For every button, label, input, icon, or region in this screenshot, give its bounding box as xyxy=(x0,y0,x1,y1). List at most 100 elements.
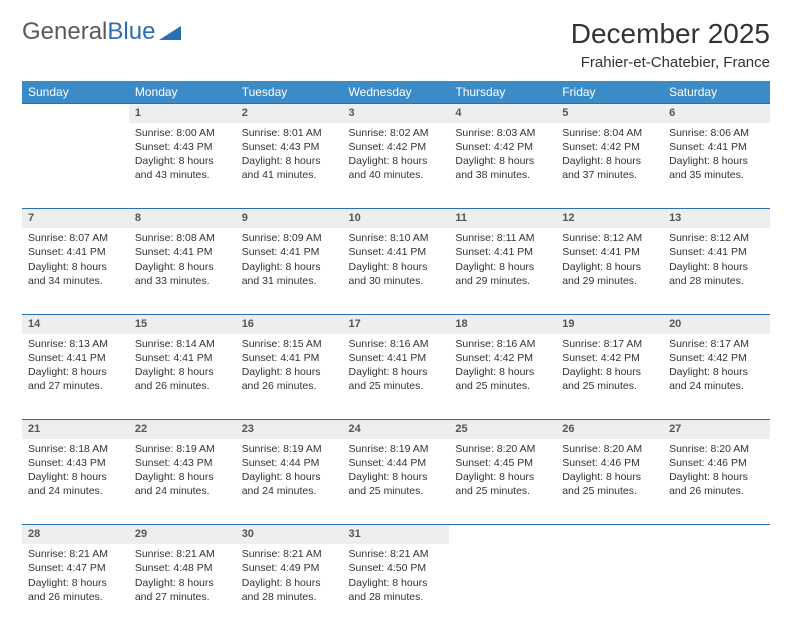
sunrise-line: Sunrise: 8:10 AM xyxy=(349,231,444,245)
day-number-cell: 28 xyxy=(22,525,129,544)
day-number-cell: 3 xyxy=(343,104,450,123)
day-number-cell: 6 xyxy=(663,104,770,123)
day-detail-cell: Sunrise: 8:08 AMSunset: 4:41 PMDaylight:… xyxy=(129,228,236,314)
day-detail-cell: Sunrise: 8:12 AMSunset: 4:41 PMDaylight:… xyxy=(663,228,770,314)
daylight-line: Daylight: 8 hours and 28 minutes. xyxy=(349,576,444,604)
daylight-line: Daylight: 8 hours and 26 minutes. xyxy=(28,576,123,604)
sunrise-line: Sunrise: 8:15 AM xyxy=(242,337,337,351)
sunset-line: Sunset: 4:41 PM xyxy=(28,351,123,365)
sunrise-line: Sunrise: 8:20 AM xyxy=(669,442,764,456)
sunset-line: Sunset: 4:41 PM xyxy=(242,245,337,259)
day-number-cell: 16 xyxy=(236,314,343,333)
day-detail-cell: Sunrise: 8:20 AMSunset: 4:46 PMDaylight:… xyxy=(556,439,663,525)
day-detail-cell: Sunrise: 8:12 AMSunset: 4:41 PMDaylight:… xyxy=(556,228,663,314)
daylight-line: Daylight: 8 hours and 24 minutes. xyxy=(28,470,123,498)
sunrise-line: Sunrise: 8:07 AM xyxy=(28,231,123,245)
day-number-cell: 14 xyxy=(22,314,129,333)
day-detail-cell: Sunrise: 8:13 AMSunset: 4:41 PMDaylight:… xyxy=(22,334,129,420)
day-detail-cell: Sunrise: 8:20 AMSunset: 4:46 PMDaylight:… xyxy=(663,439,770,525)
day-detail-cell: Sunrise: 8:21 AMSunset: 4:49 PMDaylight:… xyxy=(236,544,343,630)
day-number-row: 28293031 xyxy=(22,525,770,544)
logo-text-blue: Blue xyxy=(107,18,155,46)
sunset-line: Sunset: 4:43 PM xyxy=(135,140,230,154)
day-number-cell: 12 xyxy=(556,209,663,228)
weekday-header: Sunday xyxy=(22,81,129,104)
day-number-cell: 19 xyxy=(556,314,663,333)
daylight-line: Daylight: 8 hours and 25 minutes. xyxy=(562,365,657,393)
day-detail-cell xyxy=(663,544,770,630)
day-number-cell: 9 xyxy=(236,209,343,228)
sunrise-line: Sunrise: 8:09 AM xyxy=(242,231,337,245)
day-detail-cell: Sunrise: 8:07 AMSunset: 4:41 PMDaylight:… xyxy=(22,228,129,314)
sunrise-line: Sunrise: 8:16 AM xyxy=(349,337,444,351)
day-number-row: 21222324252627 xyxy=(22,420,770,439)
sunset-line: Sunset: 4:44 PM xyxy=(242,456,337,470)
daylight-line: Daylight: 8 hours and 24 minutes. xyxy=(242,470,337,498)
sunset-line: Sunset: 4:42 PM xyxy=(455,351,550,365)
title-block: December 2025 Frahier-et-Chatebier, Fran… xyxy=(571,18,770,71)
sunset-line: Sunset: 4:50 PM xyxy=(349,561,444,575)
sunrise-line: Sunrise: 8:06 AM xyxy=(669,126,764,140)
day-number-cell: 30 xyxy=(236,525,343,544)
day-detail-cell: Sunrise: 8:19 AMSunset: 4:43 PMDaylight:… xyxy=(129,439,236,525)
daylight-line: Daylight: 8 hours and 38 minutes. xyxy=(455,154,550,182)
sunrise-line: Sunrise: 8:21 AM xyxy=(135,547,230,561)
sunrise-line: Sunrise: 8:01 AM xyxy=(242,126,337,140)
sunrise-line: Sunrise: 8:19 AM xyxy=(349,442,444,456)
sunset-line: Sunset: 4:41 PM xyxy=(349,245,444,259)
daylight-line: Daylight: 8 hours and 28 minutes. xyxy=(669,260,764,288)
sunset-line: Sunset: 4:41 PM xyxy=(135,245,230,259)
day-number-cell: 25 xyxy=(449,420,556,439)
sunrise-line: Sunrise: 8:21 AM xyxy=(242,547,337,561)
sunset-line: Sunset: 4:42 PM xyxy=(562,140,657,154)
daylight-line: Daylight: 8 hours and 25 minutes. xyxy=(562,470,657,498)
sunset-line: Sunset: 4:42 PM xyxy=(349,140,444,154)
day-detail-cell: Sunrise: 8:04 AMSunset: 4:42 PMDaylight:… xyxy=(556,123,663,209)
day-detail-cell: Sunrise: 8:15 AMSunset: 4:41 PMDaylight:… xyxy=(236,334,343,420)
day-detail-row: Sunrise: 8:21 AMSunset: 4:47 PMDaylight:… xyxy=(22,544,770,630)
day-detail-cell xyxy=(22,123,129,209)
day-number-cell: 10 xyxy=(343,209,450,228)
sunset-line: Sunset: 4:41 PM xyxy=(135,351,230,365)
day-number-cell: 27 xyxy=(663,420,770,439)
day-number-cell: 7 xyxy=(22,209,129,228)
sunrise-line: Sunrise: 8:19 AM xyxy=(135,442,230,456)
sunset-line: Sunset: 4:46 PM xyxy=(562,456,657,470)
day-number-cell: 18 xyxy=(449,314,556,333)
daylight-line: Daylight: 8 hours and 24 minutes. xyxy=(135,470,230,498)
weekday-header: Saturday xyxy=(663,81,770,104)
sunset-line: Sunset: 4:41 PM xyxy=(455,245,550,259)
day-number-cell: 4 xyxy=(449,104,556,123)
day-detail-cell: Sunrise: 8:16 AMSunset: 4:42 PMDaylight:… xyxy=(449,334,556,420)
sunset-line: Sunset: 4:49 PM xyxy=(242,561,337,575)
daylight-line: Daylight: 8 hours and 40 minutes. xyxy=(349,154,444,182)
day-detail-cell xyxy=(449,544,556,630)
daylight-line: Daylight: 8 hours and 37 minutes. xyxy=(562,154,657,182)
day-number-cell: 5 xyxy=(556,104,663,123)
day-number-row: 123456 xyxy=(22,104,770,123)
day-detail-cell: Sunrise: 8:21 AMSunset: 4:47 PMDaylight:… xyxy=(22,544,129,630)
day-number-row: 78910111213 xyxy=(22,209,770,228)
sunset-line: Sunset: 4:44 PM xyxy=(349,456,444,470)
daylight-line: Daylight: 8 hours and 41 minutes. xyxy=(242,154,337,182)
day-detail-cell: Sunrise: 8:06 AMSunset: 4:41 PMDaylight:… xyxy=(663,123,770,209)
daylight-line: Daylight: 8 hours and 24 minutes. xyxy=(669,365,764,393)
weekday-header: Friday xyxy=(556,81,663,104)
daylight-line: Daylight: 8 hours and 29 minutes. xyxy=(562,260,657,288)
daylight-line: Daylight: 8 hours and 29 minutes. xyxy=(455,260,550,288)
day-detail-cell: Sunrise: 8:17 AMSunset: 4:42 PMDaylight:… xyxy=(663,334,770,420)
sunset-line: Sunset: 4:41 PM xyxy=(242,351,337,365)
sunset-line: Sunset: 4:45 PM xyxy=(455,456,550,470)
day-detail-row: Sunrise: 8:13 AMSunset: 4:41 PMDaylight:… xyxy=(22,334,770,420)
sunrise-line: Sunrise: 8:20 AM xyxy=(455,442,550,456)
day-detail-cell xyxy=(556,544,663,630)
day-detail-row: Sunrise: 8:18 AMSunset: 4:43 PMDaylight:… xyxy=(22,439,770,525)
sunset-line: Sunset: 4:41 PM xyxy=(669,245,764,259)
day-number-cell: 24 xyxy=(343,420,450,439)
weekday-header: Wednesday xyxy=(343,81,450,104)
day-detail-cell: Sunrise: 8:09 AMSunset: 4:41 PMDaylight:… xyxy=(236,228,343,314)
day-detail-row: Sunrise: 8:07 AMSunset: 4:41 PMDaylight:… xyxy=(22,228,770,314)
day-detail-cell: Sunrise: 8:21 AMSunset: 4:50 PMDaylight:… xyxy=(343,544,450,630)
sunrise-line: Sunrise: 8:13 AM xyxy=(28,337,123,351)
day-number-cell: 8 xyxy=(129,209,236,228)
